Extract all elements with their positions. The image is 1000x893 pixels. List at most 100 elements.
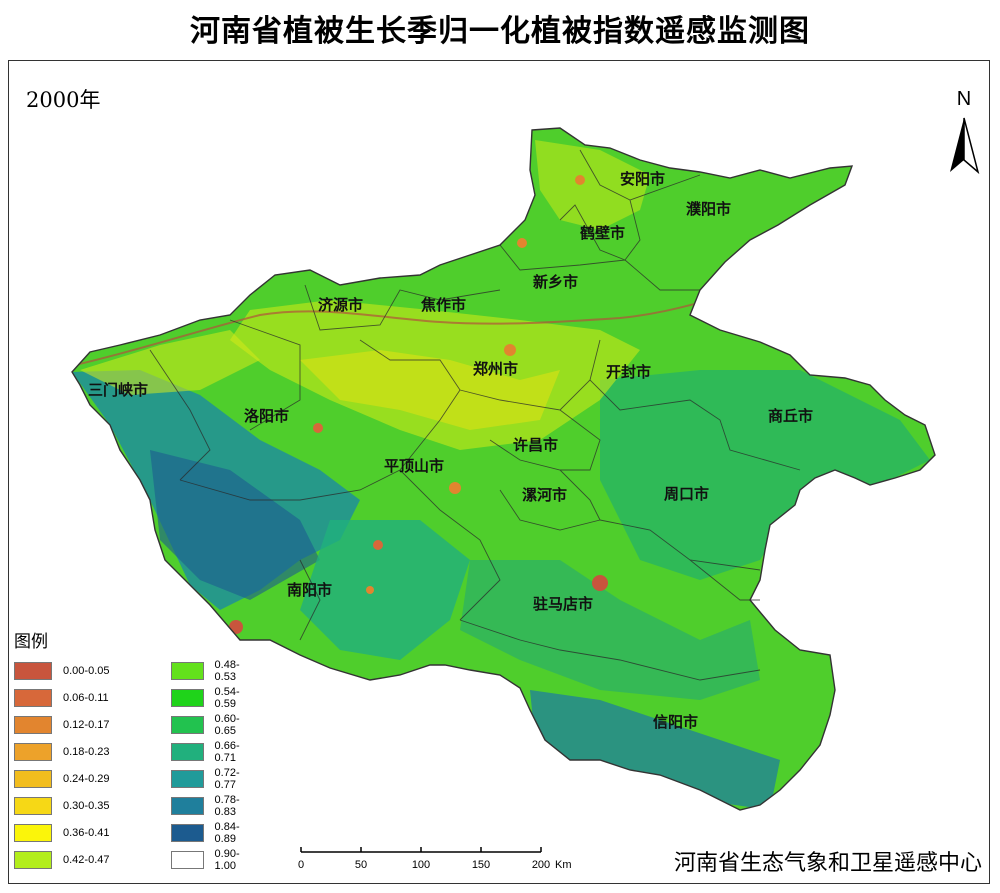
- legend: 图例 0.00-0.05 0.06-0.11 0.12-0.17 0.18-0.23 0…: [14, 627, 254, 879]
- city-label-xinxiang: 新乡市: [533, 273, 578, 291]
- legend-swatch: [171, 824, 204, 842]
- legend-label: 0.42-0.47: [63, 854, 110, 866]
- legend-swatch: [171, 743, 204, 761]
- city-label-jiaozuo: 焦作市: [420, 296, 466, 314]
- legend-label: 0.54-0.59: [214, 686, 240, 710]
- city-label-zhoukou: 周口市: [664, 485, 709, 503]
- legend-label: 0.06-0.11: [63, 692, 109, 704]
- city-label-luohe: 漯河市: [522, 486, 567, 504]
- urban-spot: [517, 238, 527, 248]
- legend-label: 0.84-0.89: [214, 821, 240, 845]
- city-label-jiyuan: 济源市: [318, 296, 363, 314]
- legend-item: 0.06-0.11: [14, 688, 109, 708]
- legend-item: 0.00-0.05: [14, 661, 109, 681]
- legend-item: 0.12-0.17: [14, 715, 109, 735]
- ndvi-zone-dabie: [530, 690, 780, 810]
- legend-item: 0.84-0.89: [171, 821, 254, 845]
- legend-item: 0.18-0.23: [14, 742, 109, 762]
- legend-item: 0.60-0.65: [171, 713, 254, 737]
- legend-label: 0.72-0.77: [214, 767, 240, 791]
- legend-item: 0.66-0.71: [171, 740, 254, 764]
- credit-text: 河南省生态气象和卫星遥感中心: [673, 851, 982, 876]
- legend-label: 0.00-0.05: [63, 665, 110, 677]
- scale-tick-label: 100: [412, 859, 430, 871]
- legend-swatch: [14, 770, 52, 788]
- north-label: N: [956, 88, 972, 110]
- legend-label: 0.30-0.35: [63, 800, 110, 812]
- urban-spot: [449, 482, 461, 494]
- map-frame: [8, 60, 990, 884]
- city-label-luoyang: 洛阳市: [244, 407, 289, 425]
- urban-spot: [366, 586, 374, 594]
- legend-label: 0.60-0.65: [214, 713, 240, 737]
- urban-spot: [592, 575, 608, 591]
- ndvi-zone-nanyang: [300, 520, 470, 660]
- legend-item: 0.30-0.35: [14, 796, 109, 816]
- ndvi-zone-zhumadian: [460, 560, 760, 700]
- legend-swatch: [171, 851, 204, 869]
- legend-item: 0.72-0.77: [171, 767, 254, 791]
- legend-label: 0.78-0.83: [214, 794, 240, 818]
- legend-swatch: [14, 824, 52, 842]
- legend-label: 0.24-0.29: [63, 773, 110, 785]
- scale-bar: 0 50 100 150 200 Km: [298, 847, 572, 871]
- legend-swatch: [14, 716, 52, 734]
- legend-swatch: [14, 851, 52, 869]
- ndvi-zone-west-core: [150, 450, 320, 600]
- urban-spot: [373, 540, 383, 550]
- scale-tick-label: 50: [355, 859, 367, 871]
- legend-item: 0.78-0.83: [171, 794, 254, 818]
- legend-title: 图例: [14, 632, 48, 652]
- scale-unit: Km: [555, 859, 572, 871]
- north-arrow: N: [944, 88, 984, 178]
- city-labels: 安阳市 濮阳市 鹤壁市 新乡市 济源市 焦作市 郑州市 开封市 三门峡市 洛阳市…: [88, 170, 813, 731]
- city-label-nanyang: 南阳市: [287, 581, 332, 599]
- map-title: 河南省植被生长季归一化植被指数遥感监测图: [190, 14, 810, 49]
- ndvi-zone-sanmenxia: [80, 330, 260, 395]
- north-arrow-icon: [950, 117, 980, 175]
- city-label-sanmenxia: 三门峡市: [88, 381, 148, 399]
- legend-swatch: [171, 716, 204, 734]
- ndvi-zone-east-plain: [600, 370, 930, 580]
- legend-swatch: [14, 689, 52, 707]
- legend-item: 0.54-0.59: [171, 686, 254, 710]
- legend-swatch: [171, 797, 204, 815]
- legend-label: 0.48-0.53: [214, 659, 240, 683]
- scale-tick-label: 150: [472, 859, 490, 871]
- year-label: 2000年: [26, 88, 101, 112]
- legend-label: 0.18-0.23: [63, 746, 110, 758]
- city-label-zhumadian: 驻马店市: [533, 595, 593, 613]
- urban-spot: [313, 423, 323, 433]
- ndvi-zone-central: [230, 300, 640, 450]
- urban-spot: [504, 344, 516, 356]
- legend-label: 0.36-0.41: [63, 827, 110, 839]
- legend-swatch: [171, 662, 204, 680]
- yellow-river: [74, 299, 711, 366]
- legend-item: 0.36-0.41: [14, 823, 109, 843]
- city-label-xinyang: 信阳市: [653, 713, 698, 731]
- ndvi-zone-anyang: [535, 140, 650, 230]
- city-label-hebi: 鹤壁市: [580, 224, 625, 242]
- legend-item: 0.90-1.00: [171, 848, 254, 872]
- city-label-pingdingshan: 平顶山市: [384, 457, 444, 475]
- city-label-shangqiu: 商丘市: [768, 407, 813, 425]
- legend-swatch: [14, 743, 52, 761]
- legend-swatch: [171, 689, 204, 707]
- legend-swatch: [171, 770, 204, 788]
- city-label-kaifeng: 开封市: [606, 363, 651, 381]
- city-label-anyang: 安阳市: [620, 170, 665, 188]
- legend-label: 0.12-0.17: [63, 719, 110, 731]
- scale-tick-label: 0: [298, 859, 304, 871]
- legend-swatch: [14, 797, 52, 815]
- legend-swatch: [14, 662, 52, 680]
- city-label-puyang: 濮阳市: [686, 200, 731, 218]
- legend-item: 0.42-0.47: [14, 850, 109, 870]
- city-label-zhengzhou: 郑州市: [473, 360, 518, 378]
- legend-item: 0.48-0.53: [171, 659, 254, 683]
- prefecture-boundaries: [149, 149, 801, 681]
- legend-label: 0.90-1.00: [214, 848, 240, 872]
- city-label-xuchang: 许昌市: [513, 436, 558, 454]
- ndvi-zone-zhengzhou: [300, 350, 560, 430]
- urban-spot: [575, 175, 585, 185]
